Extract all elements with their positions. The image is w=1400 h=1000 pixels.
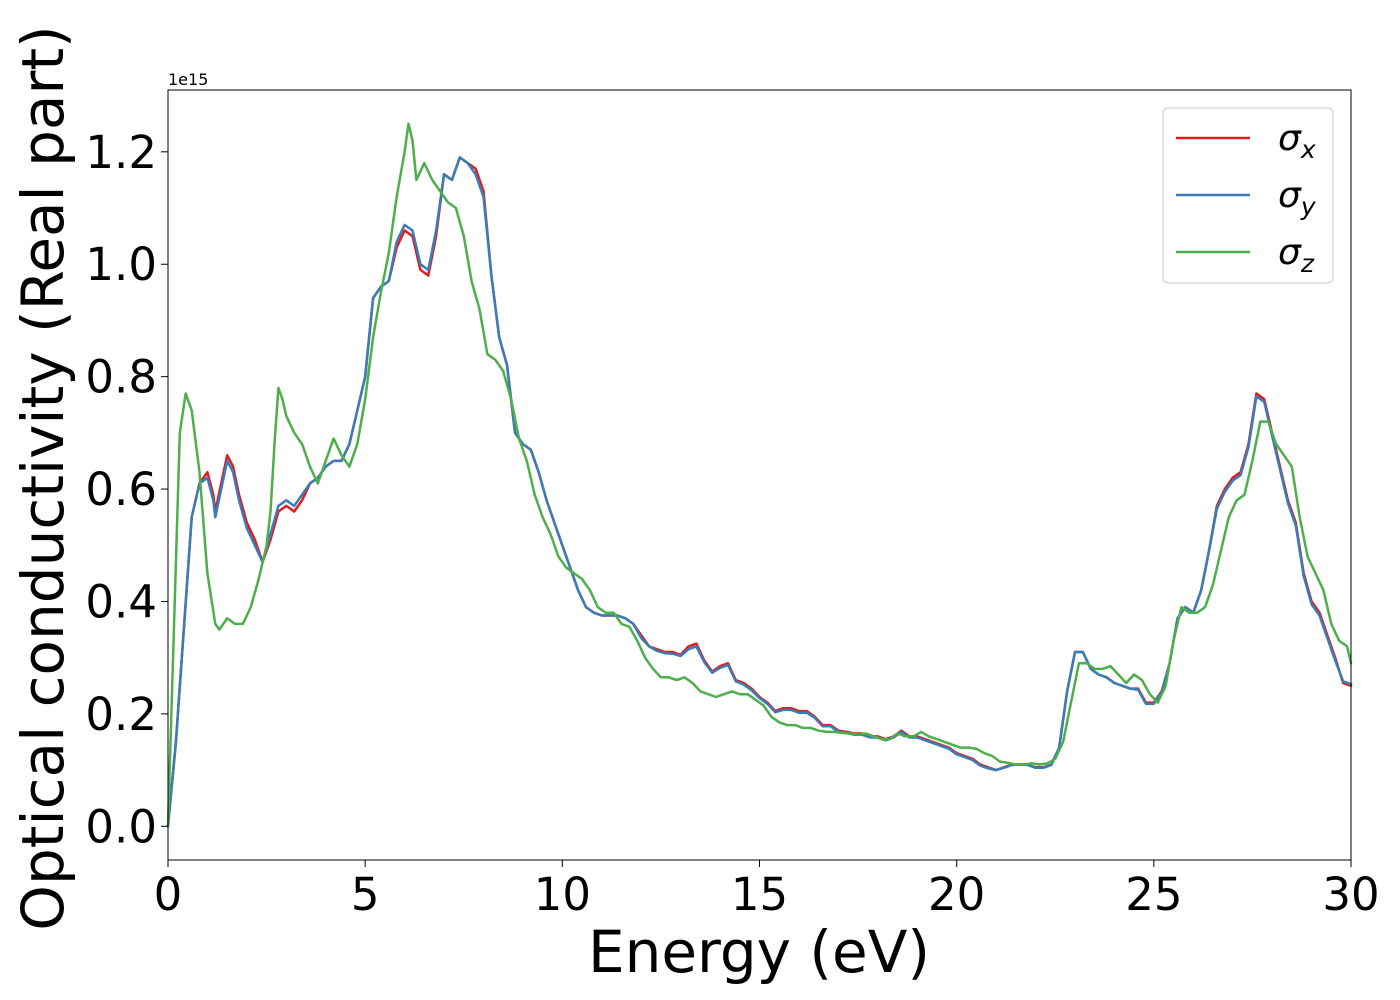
x-axis-label: Energy (eV) <box>588 918 930 986</box>
y-tick-label: 0.2 <box>85 688 157 741</box>
series-lines <box>166 122 1353 828</box>
legend-label: σx <box>1278 118 1316 164</box>
y-tick-label: 1.2 <box>85 126 157 179</box>
y-tick-label: 0.4 <box>85 575 157 628</box>
x-tick-label: 20 <box>928 868 985 921</box>
legend-item-x: σx <box>1176 118 1316 164</box>
series-line-z <box>166 122 1353 828</box>
legend-label: σz <box>1278 232 1315 278</box>
y-tick-label: 0.8 <box>85 351 157 404</box>
legend-label: σy <box>1278 175 1317 221</box>
legend-item-y: σy <box>1176 175 1317 221</box>
y-axis-label: Optical conductivity (Real part) <box>9 25 77 930</box>
plot-area <box>166 89 1353 861</box>
legend: σx σy σz <box>1162 107 1334 284</box>
legend-item-z: σz <box>1176 232 1315 278</box>
x-tick-label: 10 <box>534 868 591 921</box>
series-line-y <box>166 156 1353 828</box>
x-tick-label: 5 <box>351 868 380 921</box>
y-tick-label: 0.6 <box>85 463 157 516</box>
y-tick-label: 0.0 <box>85 800 157 853</box>
x-tick-label: 0 <box>154 868 183 921</box>
x-tick-label: 30 <box>1322 868 1379 921</box>
x-axis-ticks: 0 5 10 15 20 25 30 <box>154 860 1380 921</box>
y-axis-ticks: 0.0 0.2 0.4 0.6 0.8 1.0 1.2 <box>85 126 168 853</box>
x-tick-label: 15 <box>731 868 788 921</box>
y-offset-text: 1e15 <box>168 70 208 89</box>
x-tick-label: 25 <box>1125 868 1182 921</box>
plot-background <box>168 90 1351 860</box>
y-tick-label: 1.0 <box>85 238 157 291</box>
